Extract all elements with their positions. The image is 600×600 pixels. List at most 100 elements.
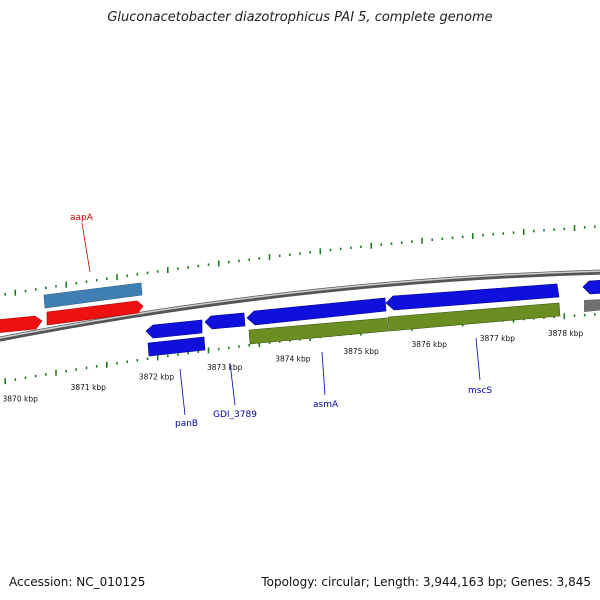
gc-mark	[563, 313, 566, 320]
gene-label-panB[interactable]: panB	[175, 419, 198, 429]
gc-mark	[278, 340, 281, 343]
gc-mark	[126, 274, 128, 277]
gc-mark	[217, 347, 220, 351]
gene-label-mscS[interactable]: mscS	[468, 386, 492, 396]
gc-mark	[106, 277, 108, 280]
gc-mark	[563, 227, 566, 231]
gc-mark	[24, 376, 27, 379]
map-title: Gluconacetobacter diazotrophicus PAI 5, …	[107, 10, 493, 25]
tick-label-3871: 3871 kbp	[71, 383, 107, 392]
gc-mark	[431, 238, 433, 241]
gc-mark	[95, 365, 98, 368]
forward-genes	[0, 282, 600, 333]
gc-mark	[339, 247, 342, 251]
gc-mark	[533, 229, 535, 233]
gc-mark	[177, 353, 179, 356]
gc-mark	[350, 246, 352, 250]
gc-mark	[360, 245, 362, 249]
gc-mark	[207, 347, 210, 354]
gc-mark	[258, 257, 261, 260]
accession-text: Accession: NC_010125	[9, 575, 146, 589]
gene-label-GDI_3789[interactable]: GDI_3789	[213, 410, 257, 420]
gc-mark	[543, 229, 545, 232]
gc-mark	[65, 281, 67, 288]
gc-mark	[126, 360, 128, 363]
tick-label-3874: 3874 kbp	[275, 355, 311, 364]
genome-backbone-highlight	[0, 270, 600, 339]
tick-label-3873: 3873 kbp	[207, 363, 243, 372]
gc-mark	[238, 345, 240, 348]
gene-GDI_3789[interactable]	[204, 312, 246, 330]
gene-right-edge[interactable]	[584, 299, 600, 312]
gc-mark	[167, 267, 169, 274]
genome-summary-text: Topology: circular; Length: 3,944,163 bp…	[261, 575, 591, 589]
gene-olive-right[interactable]	[387, 302, 561, 332]
gc-mark	[65, 369, 67, 373]
gc-mark	[136, 273, 139, 276]
gc-mark	[55, 369, 57, 376]
gc-mark	[187, 266, 189, 269]
gc-mark	[502, 232, 505, 235]
gc-mark	[299, 252, 301, 255]
gc-mark	[553, 228, 555, 231]
GDI_3789-label-line	[229, 362, 236, 406]
gene-right-reverse[interactable]	[582, 280, 600, 295]
gc-mark	[177, 267, 179, 270]
tick-label-3876: 3876 kbp	[412, 340, 448, 349]
gc-mark	[228, 346, 230, 350]
gc-mark	[583, 226, 586, 229]
gc-mark	[248, 344, 250, 347]
gc-mark	[4, 293, 6, 296]
gc-mark	[553, 315, 555, 319]
gene-forward-left-red[interactable]	[0, 315, 43, 333]
outer-gc-track	[4, 225, 596, 296]
gc-mark	[85, 280, 88, 283]
asmA-label-line	[321, 351, 326, 396]
gc-mark	[187, 351, 189, 355]
gene-aapA-neighbor-blue[interactable]	[43, 282, 143, 309]
tick-label-3875: 3875 kbp	[343, 347, 379, 356]
gc-mark	[472, 233, 474, 240]
gc-mark	[197, 350, 200, 353]
gene-panB[interactable]	[147, 336, 206, 357]
tick-label-3870: 3870 kbp	[3, 394, 39, 403]
aapA-label-line	[81, 222, 91, 273]
gc-mark	[85, 366, 88, 370]
gene-labels: aapA panB GDI_3789 asmA mscS	[70, 213, 492, 429]
gc-mark	[75, 282, 78, 285]
gc-mark	[14, 378, 17, 381]
gc-mark	[167, 354, 169, 358]
gc-mark	[583, 313, 586, 317]
gc-mark	[146, 271, 149, 275]
panB-label-line	[179, 368, 186, 416]
gc-mark	[411, 240, 413, 243]
gc-mark	[95, 278, 98, 282]
gc-mark	[217, 260, 220, 267]
reverse-genes	[145, 280, 600, 357]
scale-tick-labels: 3870 kbp 3871 kbp 3872 kbp 3873 kbp 3874 kbp…	[3, 329, 584, 403]
gene-panB-upper[interactable]	[145, 319, 203, 339]
gc-mark	[156, 270, 159, 273]
gc-mark	[482, 233, 484, 237]
gc-mark	[309, 251, 311, 254]
gene-mscS[interactable]	[385, 283, 560, 311]
gc-mark	[289, 253, 291, 256]
gene-asmA[interactable]	[246, 297, 387, 326]
gc-mark	[238, 259, 240, 263]
gc-mark	[116, 274, 118, 281]
gc-mark	[390, 242, 393, 245]
gene-label-asmA[interactable]: asmA	[313, 400, 339, 410]
gc-mark	[461, 235, 464, 239]
tick-label-3878: 3878 kbp	[548, 329, 584, 338]
gc-mark	[207, 263, 210, 266]
gc-mark	[34, 374, 37, 378]
gene-olive-left[interactable]	[248, 317, 389, 345]
gc-mark	[197, 264, 200, 268]
gene-aapA[interactable]	[46, 300, 144, 326]
gc-mark	[24, 289, 27, 293]
gc-mark	[106, 361, 108, 368]
gc-mark	[45, 286, 47, 290]
gc-mark	[421, 237, 423, 244]
gene-label-aapA[interactable]: aapA	[70, 213, 94, 223]
